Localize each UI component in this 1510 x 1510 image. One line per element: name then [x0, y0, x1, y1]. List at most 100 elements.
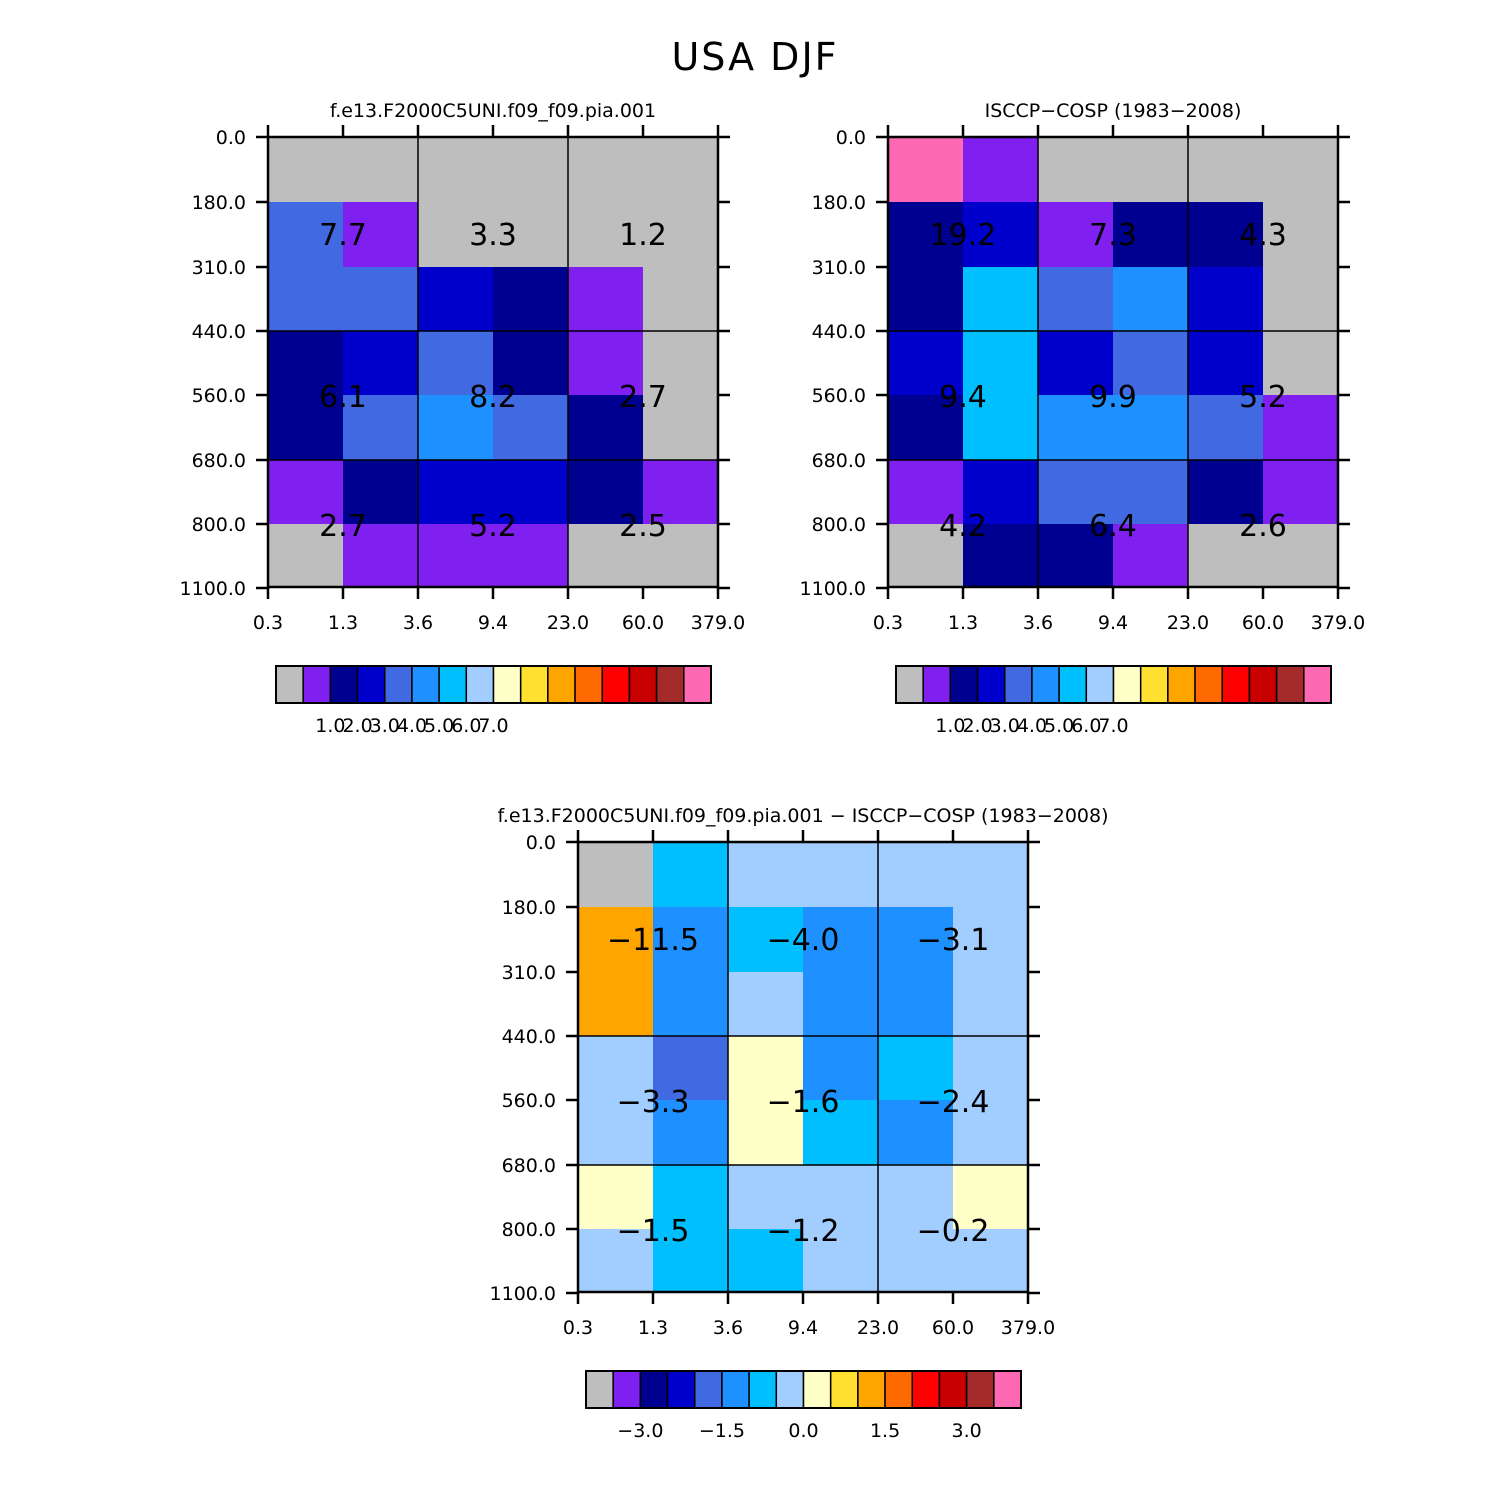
heatmap-cell: [343, 202, 418, 267]
colorbar-swatch: [492, 665, 522, 704]
heatmap-cell: [878, 907, 953, 972]
heatmap-cell: [963, 202, 1038, 267]
colorbar-swatch: [1058, 665, 1088, 704]
heatmap-cell: [418, 395, 493, 460]
colorbar-swatch: [895, 665, 924, 704]
heatmap-cell: [888, 267, 963, 331]
colorbar-swatch: [1194, 665, 1223, 704]
heatmap-cell: [728, 972, 803, 1036]
colorbar-swatch: [1275, 665, 1305, 704]
heatmap-cell: [963, 460, 1038, 524]
heatmap-cell: [728, 842, 803, 907]
y-tick-label: 800.0: [502, 1219, 556, 1241]
colorbar-label: 2.0: [342, 715, 372, 737]
y-tick-label: 180.0: [812, 192, 866, 214]
heatmap-cell: [803, 1229, 878, 1293]
x-tick-label: 1.3: [638, 1317, 668, 1339]
colorbar-swatch: [1248, 665, 1278, 704]
x-tick-label: 379.0: [1311, 612, 1365, 634]
box-value-label: −1.5: [617, 1214, 690, 1249]
heatmap-cell: [1188, 460, 1263, 524]
heatmap-cell: [953, 907, 1028, 972]
y-tick-label: 680.0: [502, 1155, 556, 1177]
heatmap-cell: [728, 1165, 803, 1229]
heatmap-cell: [343, 460, 418, 524]
heatmap-cell: [418, 202, 493, 267]
heatmap-cell: [493, 267, 568, 331]
heatmap-cell: [568, 460, 643, 524]
colorbar-swatch: [601, 665, 631, 704]
heatmap-cell: [953, 972, 1028, 1036]
heatmap-cell: [653, 907, 728, 972]
heatmap-cell: [653, 842, 728, 907]
heatmap-cell: [953, 1229, 1028, 1293]
heatmap-cell: [888, 395, 963, 460]
heatmap-cell: [1038, 137, 1113, 202]
heatmap-cell: [1113, 267, 1188, 331]
heatmap-cell: [1038, 267, 1113, 331]
colorbar-swatch: [1221, 665, 1251, 704]
x-tick-label: 3.6: [1023, 612, 1053, 634]
box-value-label: −3.3: [617, 1085, 690, 1120]
heatmap-cell: [268, 395, 343, 460]
x-tick-label: 23.0: [857, 1317, 899, 1339]
colorbar-swatch: [721, 1370, 750, 1409]
x-tick-label: 60.0: [622, 612, 664, 634]
colorbar-label: 1.5: [870, 1420, 900, 1442]
box-value-label: 1.2: [619, 218, 667, 253]
heatmap-cell: [343, 524, 418, 588]
heatmap-cell: [268, 524, 343, 588]
heatmap-cell: [578, 842, 653, 907]
heatmap-cell: [268, 202, 343, 267]
heatmap-cell: [1113, 460, 1188, 524]
heatmap-cell: [728, 1100, 803, 1165]
box-value-label: −3.1: [917, 923, 990, 958]
heatmap-cell: [1038, 331, 1113, 395]
colorbar-swatch: [302, 665, 332, 704]
heatmap-cell: [568, 202, 643, 267]
heatmap-cell: [268, 137, 343, 202]
colorbar-swatch: [938, 1370, 968, 1409]
colorbar-swatch: [775, 1370, 805, 1409]
heatmap-cell: [878, 1229, 953, 1293]
box-value-label: 3.3: [469, 218, 517, 253]
heatmap-cell: [568, 267, 643, 331]
y-tick-label: 0.0: [216, 127, 246, 149]
y-tick-label: 1100.0: [800, 578, 866, 600]
colorbar-swatch: [829, 1370, 859, 1409]
heatmap-cell: [343, 331, 418, 395]
colorbar-swatch: [356, 665, 386, 704]
heatmap-cell: [953, 1036, 1028, 1100]
y-tick-label: 0.0: [836, 127, 866, 149]
box-value-label: 2.6: [1239, 509, 1287, 544]
heatmap-cell: [728, 907, 803, 972]
y-tick-label: 560.0: [812, 385, 866, 407]
heatmap-cell: [643, 202, 718, 267]
x-tick-label: 379.0: [1001, 1317, 1055, 1339]
panel-model: f.e13.F2000C5UNI.f09_f09.pia.001 0.0 180.0…: [180, 100, 746, 737]
colorbar-swatch: [1139, 665, 1169, 704]
y-tick-label: 310.0: [192, 257, 246, 279]
heatmap-cell: [1263, 331, 1338, 395]
box-value-label: −11.5: [607, 923, 699, 958]
heatmap-cell: [418, 267, 493, 331]
heatmap-cell: [888, 331, 963, 395]
heatmap-cell: [653, 972, 728, 1036]
x-tick-label: 3.6: [713, 1317, 743, 1339]
heatmap-cell: [953, 842, 1028, 907]
box-value-label: 5.2: [1239, 380, 1287, 415]
heatmap-cell: [878, 1165, 953, 1229]
heatmap-cell: [418, 331, 493, 395]
colorbar-swatch: [639, 1370, 669, 1409]
heatmap-cell: [653, 1229, 728, 1293]
box-value-label: −1.6: [767, 1085, 840, 1120]
colorbar-swatch: [965, 1370, 995, 1409]
colorbar-swatch: [748, 1370, 778, 1409]
heatmap-cell: [568, 524, 643, 588]
heatmap-cell: [803, 907, 878, 972]
heatmap-cell: [343, 267, 418, 331]
heatmap-cell: [1038, 460, 1113, 524]
colorbar-label: 4.0: [397, 715, 427, 737]
colorbar-swatch: [574, 665, 603, 704]
colorbar-label: 6.0: [1071, 715, 1101, 737]
